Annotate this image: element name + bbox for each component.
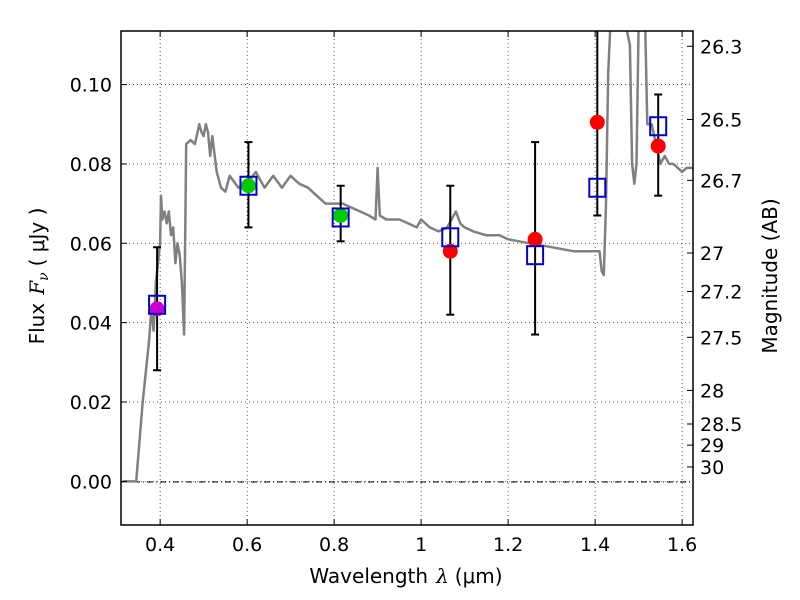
observed-point — [527, 231, 543, 247]
y-tick-label: 0.04 — [70, 313, 112, 335]
magnitude-tick-label: 27 — [700, 243, 724, 265]
y-axis-title-prefix: Flux — [25, 303, 49, 345]
y-tick-label: 0.06 — [70, 233, 112, 255]
observed-point — [650, 138, 666, 154]
model-photometry-boxes — [148, 116, 668, 315]
x-tick-label: 0.8 — [319, 534, 349, 556]
magnitude-tick-label: 30 — [700, 457, 724, 479]
model-photometry-box — [441, 227, 460, 248]
observed-point — [589, 114, 605, 130]
y-axis-ticks: 0.00 0.02 0.04 0.06 0.08 0.10 — [70, 75, 127, 493]
model-spectrum-line — [123, 31, 693, 483]
x-axis-title-unit: (μm) — [455, 564, 503, 588]
model-photometry-box — [331, 207, 350, 228]
magnitude-axis-title: Magnitude (AB) — [758, 198, 782, 353]
x-axis-title-symbol: λ — [435, 564, 449, 588]
plot-frame — [120, 30, 694, 526]
model-photometry-box — [649, 116, 668, 137]
x-axis-title-prefix: Wavelength — [309, 564, 428, 588]
model-photometry-box — [148, 294, 167, 315]
observed-point — [149, 301, 165, 317]
x-axis-ticks: 0.4 0.6 0.8 1 1.2 1.4 1.6 — [145, 31, 697, 556]
y-axis-title: Flux Fν ( μJy ) — [25, 208, 52, 345]
x-tick-label: 1.4 — [580, 534, 610, 556]
y-tick-label: 0.10 — [70, 75, 112, 97]
x-tick-label: 0.6 — [232, 534, 262, 556]
model-photometry-box — [526, 245, 545, 266]
model-photometry-box — [239, 175, 258, 196]
x-tick-label: 1.2 — [493, 534, 523, 556]
magnitude-tick-label: 27.2 — [700, 281, 742, 303]
y-tick-label: 0.08 — [70, 154, 112, 176]
magnitude-tick-label: 28.5 — [700, 414, 742, 436]
magnitude-tick-label: 28 — [700, 380, 724, 402]
observed-point — [240, 178, 256, 194]
y-tick-label: 0.02 — [70, 392, 112, 414]
magnitude-tick-label: 29 — [700, 435, 724, 457]
magnitude-tick-label: 26.7 — [700, 170, 742, 192]
y-axis-title-unit: ( μJy ) — [25, 208, 49, 267]
x-tick-label: 0.4 — [145, 534, 175, 556]
magnitude-tick-label: 27.5 — [700, 327, 742, 349]
observed-point — [442, 243, 458, 259]
observed-point — [333, 208, 349, 224]
y-tick-label: 0.00 — [70, 471, 112, 493]
magnitude-tick-label: 26.3 — [700, 36, 742, 58]
observed-points — [149, 114, 666, 317]
magnitude-tick-label: 26.5 — [700, 109, 742, 131]
model-photometry-box — [588, 177, 607, 198]
x-tick-label: 1.6 — [667, 534, 697, 556]
x-axis-title: Wavelength λ (μm) — [309, 564, 502, 588]
y-axis-title-symbol: F — [25, 280, 49, 296]
x-tick-label: 1 — [415, 534, 427, 556]
y-axis-title-subscript: ν — [36, 272, 52, 281]
